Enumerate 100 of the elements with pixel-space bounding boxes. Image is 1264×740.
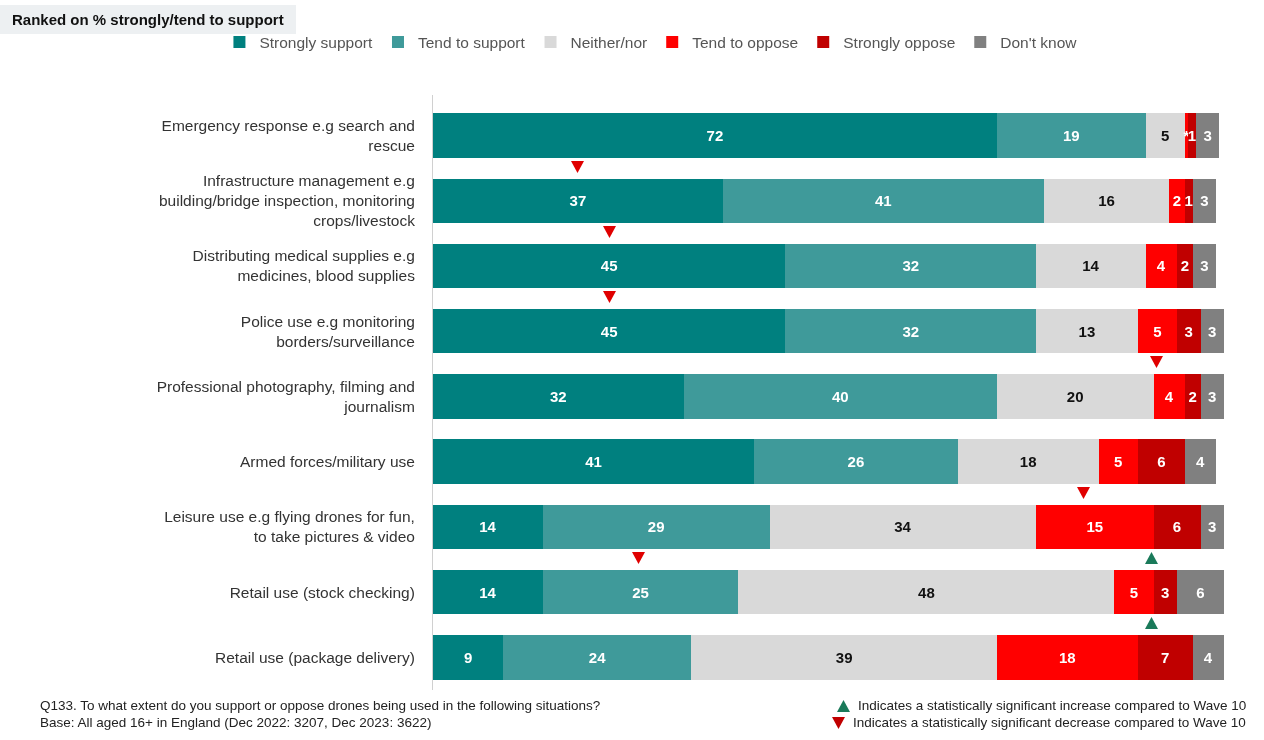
legend-label: Tend to support: [417, 33, 526, 51]
data-label: 45: [600, 257, 618, 275]
bar: [433, 439, 755, 484]
data-label: 9: [464, 648, 473, 666]
data-label: 6: [1196, 583, 1205, 601]
bar: [433, 374, 684, 419]
data-label: 2: [1180, 257, 1190, 275]
data-label: 48: [918, 583, 935, 601]
y-tick-label: Leisure use e.g flying drones for fun, to take pictures & video: [164, 508, 415, 546]
bar: [738, 569, 1115, 615]
legend-label: Neither/nor: [570, 33, 648, 51]
data-label: 7: [1161, 648, 1170, 666]
y-tick-label: Infrastructure management e.g building/bridge inspection, monitoring crops/livestock: [158, 171, 416, 230]
data-label: 3: [1200, 257, 1209, 275]
text: Base: All aged 16+ in England (Dec 2022: 3207, Dec 2023: 3622): [40, 715, 432, 730]
legend-label: Tend to oppose: [692, 33, 799, 51]
data-label: 4: [1203, 648, 1213, 666]
data-label: 72: [706, 126, 724, 144]
text: Q133. To what extent do you support or oppose drones being used in the following situations?: [40, 698, 601, 713]
data-label: 14: [479, 583, 497, 601]
bar: [433, 569, 543, 615]
bar: [957, 439, 1099, 484]
y-tick-label: Emergency response e.g search and rescue: [161, 116, 415, 154]
bar: [1098, 439, 1138, 484]
data-label: 4: [1196, 453, 1206, 471]
bar: [503, 635, 692, 680]
y-tick-label: Distributing medical supplies e.g medicines, blood supplies: [192, 247, 416, 285]
bar: [1043, 178, 1170, 223]
y-tick-label: Professional photography, filming and journalism: [156, 377, 415, 415]
bar: [1177, 243, 1193, 289]
bar: [1195, 113, 1220, 158]
data-label: 15: [1086, 518, 1104, 536]
bar: [1137, 439, 1185, 484]
bar: [1137, 308, 1178, 354]
bar: [754, 439, 958, 484]
text: Indicates a statistically significant increase compared to Wave 10: [858, 698, 1247, 713]
y-tick-label: Retail use (stock checking): [229, 583, 415, 601]
bar: [433, 308, 786, 354]
data-label: 29: [647, 518, 665, 536]
data-label: 4: [1164, 387, 1174, 405]
legend-label: Strongly oppose: [843, 33, 956, 51]
data-label: 18: [1019, 453, 1037, 471]
bar: [722, 178, 1044, 223]
data-label: 3: [1208, 387, 1217, 405]
bar: [769, 504, 1037, 550]
data-label: 1: [1187, 126, 1197, 144]
data-label: 19: [1062, 126, 1080, 144]
data-label: 14: [1082, 257, 1100, 275]
bar: [1200, 374, 1224, 419]
bar: [996, 635, 1138, 680]
data-label: 41: [874, 192, 892, 210]
legend-label: Don't know: [1000, 33, 1078, 51]
data-label: 14: [479, 518, 497, 536]
bar: [1184, 439, 1217, 484]
data-label: 25: [632, 583, 649, 601]
bar: [785, 243, 1037, 289]
data-label: 5: [1153, 322, 1162, 340]
bar: [542, 569, 739, 615]
bar: [433, 243, 786, 289]
data-label: 32: [902, 257, 920, 275]
data-label: 37: [569, 192, 587, 210]
data-label: 6: [1172, 518, 1182, 536]
bar: [1192, 243, 1217, 289]
text: Ranked on % strongly/tend to support: [0, 5, 296, 34]
bar: [1153, 504, 1201, 550]
data-label: 3: [1184, 322, 1193, 340]
data-label: 3: [1203, 126, 1212, 144]
data-label: 32: [902, 322, 920, 340]
data-label: 16: [1098, 192, 1115, 210]
legend-label: Strongly support: [259, 33, 373, 51]
bar: [1145, 243, 1178, 289]
bar: [1153, 374, 1185, 419]
y-tick-label: Armed forces/military use: [240, 453, 415, 471]
bar: [433, 504, 543, 550]
data-label: 24: [588, 648, 607, 666]
bar: [1036, 308, 1138, 354]
data-label: 39: [835, 648, 853, 666]
y-tick-label: Police use e.g monitoring borders/surveillance: [240, 312, 415, 350]
data-label: 41: [585, 453, 602, 471]
bar: [1177, 569, 1224, 615]
bar: [1036, 504, 1154, 550]
bar: [996, 113, 1146, 158]
data-label: 5: [1114, 453, 1123, 471]
data-label: 6: [1157, 453, 1166, 471]
data-label: 4: [1156, 257, 1166, 275]
data-label: 2: [1172, 192, 1182, 210]
data-label: 34: [894, 518, 912, 536]
data-label: 3: [1200, 192, 1209, 210]
data-label: 2: [1188, 387, 1197, 405]
data-label: 45: [600, 322, 618, 340]
bar: [1200, 504, 1224, 550]
bar: [433, 635, 504, 680]
bar: [691, 635, 997, 680]
bar: [1153, 569, 1178, 615]
bar: [1145, 113, 1185, 158]
data-label: 3: [1208, 322, 1217, 340]
data-label: 1: [1184, 192, 1193, 210]
data-label: 18: [1059, 648, 1076, 666]
data-label: 13: [1078, 322, 1096, 340]
bar: [1184, 374, 1201, 419]
